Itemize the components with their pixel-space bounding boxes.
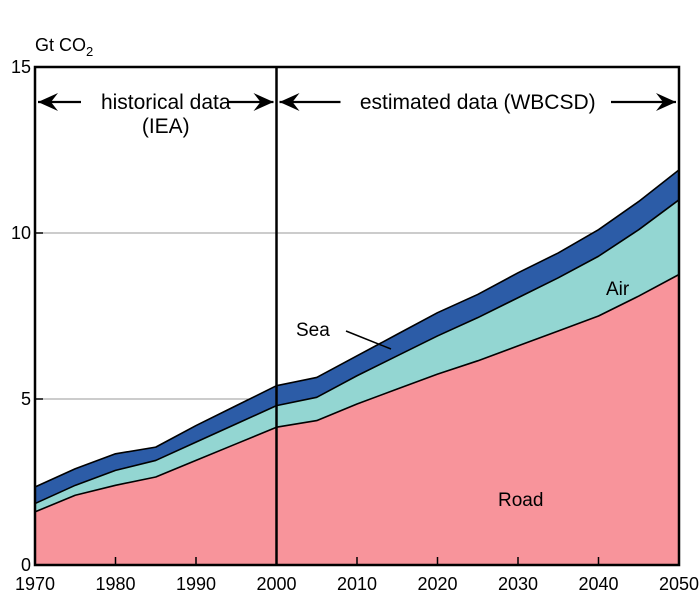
annotation-arrows bbox=[38, 93, 676, 111]
y-tick-label: 10 bbox=[11, 223, 31, 243]
y-tick-label: 0 bbox=[21, 555, 31, 575]
x-tick-label: 2030 bbox=[498, 574, 538, 594]
x-tick-label: 1990 bbox=[176, 574, 216, 594]
area-road bbox=[35, 274, 679, 565]
arrow-left-icon bbox=[38, 93, 58, 111]
historical-source-label: (IEA) bbox=[142, 115, 190, 138]
series-label-sea: Sea bbox=[296, 320, 330, 341]
edge-air bbox=[34, 199, 680, 505]
x-tick-label: 2020 bbox=[417, 574, 457, 594]
y-tick-label: 15 bbox=[11, 57, 31, 77]
estimated-data-label: estimated data (WBCSD) bbox=[360, 91, 596, 114]
arrow-left-icon bbox=[279, 93, 300, 111]
series-label-road: Road bbox=[498, 490, 543, 511]
area-sea bbox=[35, 169, 679, 504]
x-tick-label: 2040 bbox=[578, 574, 618, 594]
arrow-right-icon bbox=[253, 93, 274, 111]
x-tick-label: 2000 bbox=[256, 574, 296, 594]
series-edges bbox=[34, 169, 680, 513]
x-tick-label: 1980 bbox=[95, 574, 135, 594]
historical-data-label: historical data bbox=[101, 91, 231, 114]
y-tick-label: 5 bbox=[21, 389, 31, 409]
x-tick-label: 2050 bbox=[659, 574, 699, 594]
edge-road bbox=[34, 273, 680, 513]
axis-ticks: 1970 1980 1990 2000 2010 2020 2030 2040 2050 0 5 10… bbox=[11, 57, 699, 594]
edge-sea bbox=[34, 169, 680, 488]
arrow-right-icon bbox=[656, 93, 676, 111]
x-tick-label: 1970 bbox=[15, 574, 55, 594]
y-axis-label: Gt CO2 bbox=[35, 35, 93, 59]
plot-frame bbox=[33, 65, 681, 567]
area-air bbox=[35, 199, 679, 512]
x-tick-label: 2010 bbox=[337, 574, 377, 594]
series-label-air: Air bbox=[606, 279, 630, 300]
sea-leader-line bbox=[345, 330, 392, 350]
stacked-areas bbox=[35, 169, 679, 565]
